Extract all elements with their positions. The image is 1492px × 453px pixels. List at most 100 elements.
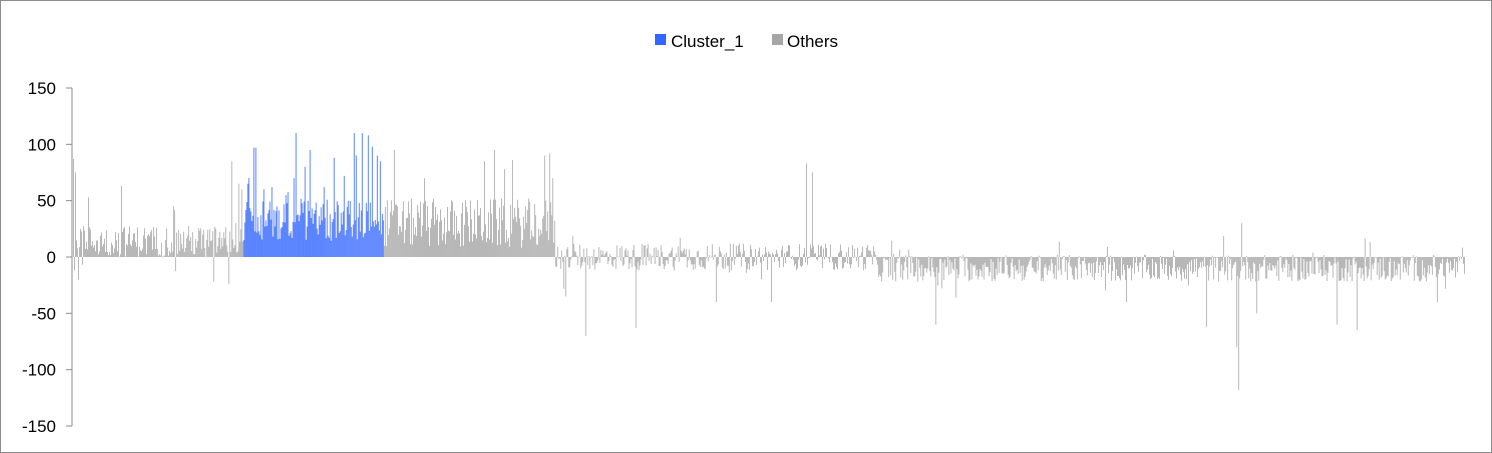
bar-others [672, 257, 674, 267]
bar-others [496, 219, 498, 257]
bar-others [1252, 257, 1254, 280]
bar-others [585, 257, 587, 336]
bar-others [823, 248, 824, 257]
bar-others [1199, 257, 1201, 268]
bar-others [985, 257, 987, 268]
bar-others [1167, 257, 1168, 277]
bar-others [826, 247, 827, 257]
bar-others [883, 257, 885, 258]
bar-others [405, 218, 407, 257]
bar-others [1039, 257, 1041, 258]
bar-others [1355, 257, 1357, 262]
bar-others [241, 189, 243, 257]
bar-cluster-1 [330, 240, 332, 257]
bar-others [886, 257, 888, 260]
bar-others [530, 239, 532, 257]
bar-others [202, 234, 204, 257]
bar-others [123, 228, 124, 257]
bar-others [1338, 257, 1340, 281]
bar-others [1349, 257, 1351, 277]
bar-cluster-1 [244, 222, 246, 257]
bar-others [885, 257, 887, 261]
bar-others [967, 257, 969, 270]
bar-others [1148, 257, 1149, 265]
bar-others [1001, 257, 1003, 274]
bar-others [1081, 257, 1083, 261]
bar-cluster-1 [351, 236, 353, 257]
bar-others [1027, 257, 1029, 265]
bar-others [1357, 257, 1359, 274]
bar-others [189, 240, 191, 257]
bar-others [666, 257, 668, 261]
bar-others [667, 257, 669, 264]
bar-others [1155, 257, 1156, 263]
bar-cluster-1 [256, 232, 258, 257]
bar-others [889, 257, 891, 258]
bar-others [1409, 257, 1411, 261]
bar-others [575, 252, 577, 257]
bar-others [640, 257, 642, 260]
bar-others [507, 241, 509, 257]
bar-others [731, 257, 733, 262]
bar-others [1297, 257, 1299, 282]
bar-others [422, 225, 423, 257]
bar-others [485, 224, 486, 257]
bar-others [465, 200, 466, 257]
bar-others [1113, 257, 1115, 263]
bar-cluster-1 [254, 231, 256, 257]
bar-others [804, 248, 805, 257]
bar-others [1331, 257, 1333, 266]
bar-others [1354, 257, 1356, 265]
bar-others [774, 257, 775, 262]
bar-others [1433, 256, 1435, 257]
bar-others [1306, 257, 1308, 262]
bar-others [394, 204, 396, 257]
bar-others [1124, 257, 1125, 271]
bar-cluster-1 [361, 133, 363, 257]
bar-others [918, 257, 920, 260]
bar-others [1317, 257, 1319, 262]
bar-others [756, 256, 758, 258]
bar-others [1393, 257, 1395, 262]
bar-others [1064, 257, 1066, 272]
bar-others [1110, 257, 1112, 281]
bar-cluster-1 [257, 216, 259, 257]
bar-others [634, 257, 636, 267]
bar-others [1065, 257, 1067, 260]
bar-others [874, 251, 876, 257]
bar-others [153, 227, 155, 257]
bar-others [1000, 257, 1002, 258]
bar-others [940, 257, 942, 259]
bar-others [1419, 257, 1421, 282]
bar-others [920, 257, 922, 277]
bar-cluster-1 [335, 237, 337, 257]
bar-others [1207, 257, 1209, 266]
bar-others [449, 231, 450, 257]
bar-others [504, 169, 506, 257]
bar-others [391, 215, 393, 257]
bar-others [965, 257, 967, 258]
bar-others [501, 198, 503, 257]
bar-others [878, 257, 880, 278]
bar-others [623, 257, 625, 265]
bar-others [673, 257, 675, 271]
bar-others [912, 257, 914, 263]
bar-cluster-1 [265, 220, 267, 257]
bar-others [1062, 256, 1064, 257]
bar-others [644, 245, 646, 257]
bar-others [498, 229, 500, 257]
bar-others [1003, 257, 1005, 274]
bar-others [435, 207, 436, 257]
bar-others [213, 257, 215, 282]
bar-others [1149, 257, 1150, 275]
bar-others [176, 232, 178, 257]
bar-others [1321, 257, 1323, 277]
bar-cluster-1 [313, 214, 315, 257]
bar-others [975, 257, 977, 276]
bar-others [186, 238, 188, 257]
bar-others [1010, 257, 1012, 263]
bar-others [706, 246, 708, 257]
bar-others [172, 251, 174, 257]
bar-others [1067, 257, 1069, 263]
bar-others [811, 248, 812, 257]
